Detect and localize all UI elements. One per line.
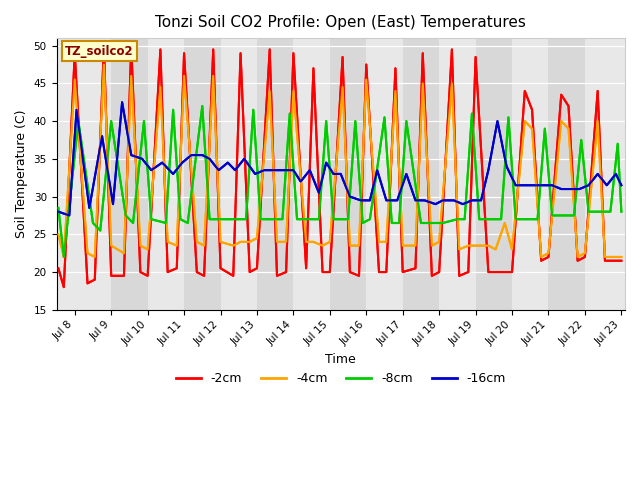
-4cm bbox=[60, 254, 68, 260]
Legend: -2cm, -4cm, -8cm, -16cm: -2cm, -4cm, -8cm, -16cm bbox=[171, 368, 511, 390]
-16cm bbox=[198, 152, 206, 158]
-4cm bbox=[610, 254, 618, 260]
-2cm bbox=[465, 269, 472, 275]
Bar bbox=[585, 38, 621, 310]
-8cm bbox=[198, 103, 206, 109]
Line: -16cm: -16cm bbox=[58, 102, 621, 216]
-4cm bbox=[355, 243, 363, 249]
-4cm bbox=[618, 254, 625, 260]
-8cm bbox=[60, 254, 68, 260]
X-axis label: Time: Time bbox=[325, 353, 356, 366]
-16cm bbox=[357, 197, 365, 203]
-2cm bbox=[60, 284, 68, 290]
-8cm bbox=[618, 209, 625, 215]
-8cm bbox=[184, 220, 191, 226]
-16cm bbox=[65, 213, 73, 218]
-4cm bbox=[229, 243, 237, 249]
Bar bbox=[512, 38, 548, 310]
-4cm bbox=[339, 84, 346, 90]
-2cm bbox=[618, 258, 625, 264]
-2cm bbox=[355, 273, 363, 279]
Line: -8cm: -8cm bbox=[58, 106, 621, 257]
Bar bbox=[548, 38, 585, 310]
-8cm bbox=[122, 213, 130, 218]
Bar bbox=[221, 38, 257, 310]
Bar bbox=[403, 38, 439, 310]
-2cm bbox=[54, 265, 62, 271]
-8cm bbox=[359, 220, 367, 226]
-16cm bbox=[420, 197, 428, 203]
-4cm bbox=[465, 243, 472, 249]
Y-axis label: Soil Temperature (C): Soil Temperature (C) bbox=[15, 110, 28, 238]
Bar bbox=[184, 38, 221, 310]
Bar bbox=[75, 38, 111, 310]
-8cm bbox=[235, 216, 243, 222]
Bar bbox=[293, 38, 330, 310]
-2cm bbox=[100, 43, 108, 48]
Line: -4cm: -4cm bbox=[58, 64, 621, 257]
-2cm bbox=[610, 258, 618, 264]
Bar bbox=[366, 38, 403, 310]
-16cm bbox=[54, 209, 62, 215]
Text: TZ_soilco2: TZ_soilco2 bbox=[65, 45, 134, 58]
-2cm bbox=[246, 269, 253, 275]
-16cm bbox=[231, 168, 239, 173]
-16cm bbox=[566, 186, 574, 192]
-2cm bbox=[339, 54, 346, 60]
Bar bbox=[330, 38, 366, 310]
Bar bbox=[257, 38, 293, 310]
Bar bbox=[148, 38, 184, 310]
-16cm bbox=[618, 182, 625, 188]
-4cm bbox=[100, 61, 108, 67]
Bar bbox=[111, 38, 148, 310]
-4cm bbox=[246, 239, 253, 245]
-16cm bbox=[127, 152, 135, 158]
-8cm bbox=[54, 205, 62, 211]
Line: -2cm: -2cm bbox=[58, 46, 621, 287]
Title: Tonzi Soil CO2 Profile: Open (East) Temperatures: Tonzi Soil CO2 Profile: Open (East) Temp… bbox=[156, 15, 526, 30]
-4cm bbox=[54, 231, 62, 237]
-8cm bbox=[424, 220, 432, 226]
-16cm bbox=[118, 99, 126, 105]
Bar bbox=[439, 38, 476, 310]
-8cm bbox=[570, 213, 578, 218]
Bar bbox=[476, 38, 512, 310]
-2cm bbox=[229, 273, 237, 279]
